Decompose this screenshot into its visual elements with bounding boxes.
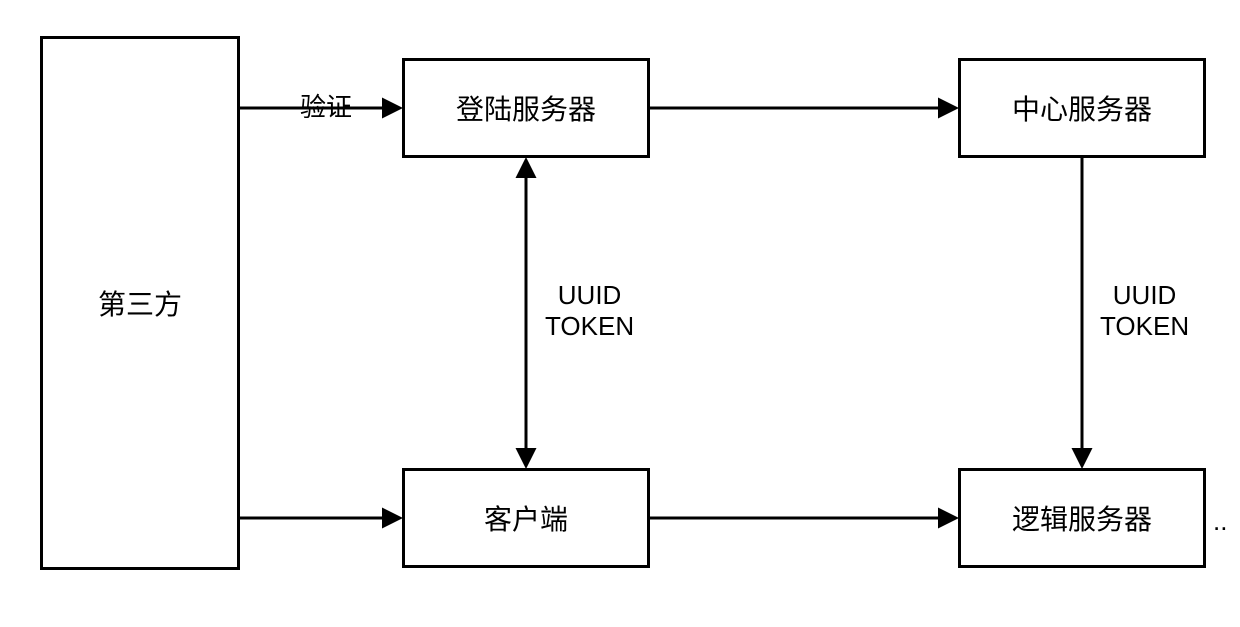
ellipsis: .. <box>1213 506 1227 537</box>
node-logic-server: 逻辑服务器 <box>958 468 1206 568</box>
node-label: 第三方 <box>98 283 182 323</box>
node-login-server: 登陆服务器 <box>402 58 650 158</box>
node-label: 客户端 <box>484 498 568 538</box>
node-label: 中心服务器 <box>1012 88 1152 128</box>
node-label: 登陆服务器 <box>456 88 596 128</box>
edge-label-uuid-right: UUID TOKEN <box>1100 280 1189 342</box>
node-third-party: 第三方 <box>40 36 240 570</box>
edge-label-uuid-left: UUID TOKEN <box>545 280 634 342</box>
node-client: 客户端 <box>402 468 650 568</box>
node-label: 逻辑服务器 <box>1012 498 1152 538</box>
edge-label-verify: 验证 <box>300 92 352 123</box>
node-central-server: 中心服务器 <box>958 58 1206 158</box>
